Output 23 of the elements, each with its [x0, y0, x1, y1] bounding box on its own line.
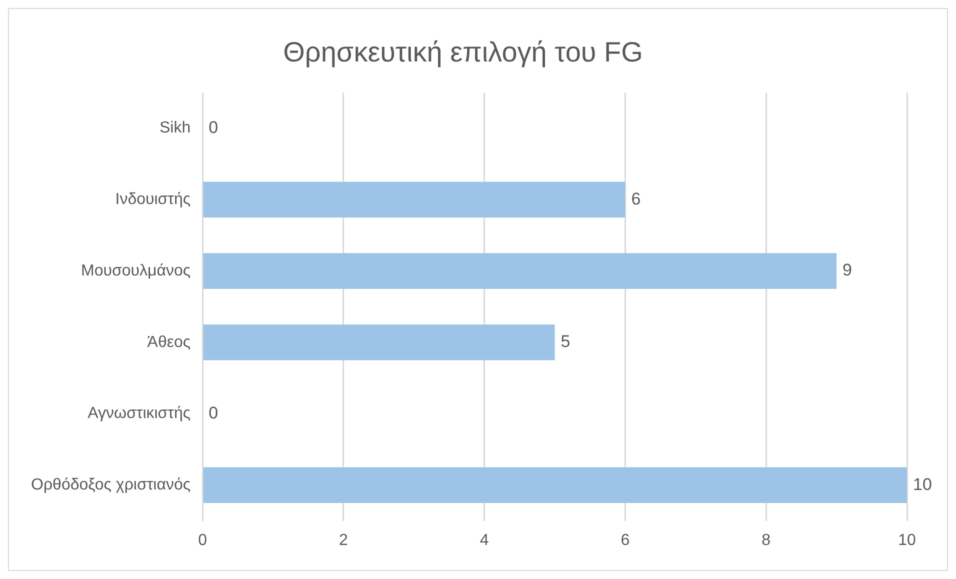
- bar: [203, 253, 837, 289]
- x-tick-label: 6: [620, 532, 630, 549]
- x-tick-label: 10: [898, 532, 916, 549]
- x-tick-label: 2: [339, 532, 348, 549]
- chart-title: Θρησκευτική επιλογή του FG: [283, 36, 643, 68]
- y-tick-label: Μουσουλμάνος: [81, 262, 191, 280]
- data-label: 5: [560, 332, 570, 352]
- data-label: 10: [913, 474, 932, 494]
- y-tick-label: Ινδουιστής: [115, 191, 191, 208]
- data-label: 0: [208, 403, 218, 422]
- bar: [203, 467, 907, 503]
- bar: [203, 182, 626, 218]
- bar: [203, 324, 555, 360]
- x-tick-label: 4: [480, 532, 489, 549]
- data-label: 9: [842, 260, 852, 280]
- y-tick-label: Αγνωστικιστής: [88, 405, 191, 422]
- x-tick-label: 8: [762, 532, 771, 549]
- data-label: 0: [208, 118, 218, 137]
- y-tick-label: Ορθόδοξος χριστιανός: [30, 476, 191, 494]
- x-tick-label: 0: [198, 532, 208, 549]
- y-tick-label: Άθεος: [147, 334, 191, 351]
- y-tick-label: Sikh: [159, 120, 191, 137]
- data-label: 6: [631, 189, 641, 208]
